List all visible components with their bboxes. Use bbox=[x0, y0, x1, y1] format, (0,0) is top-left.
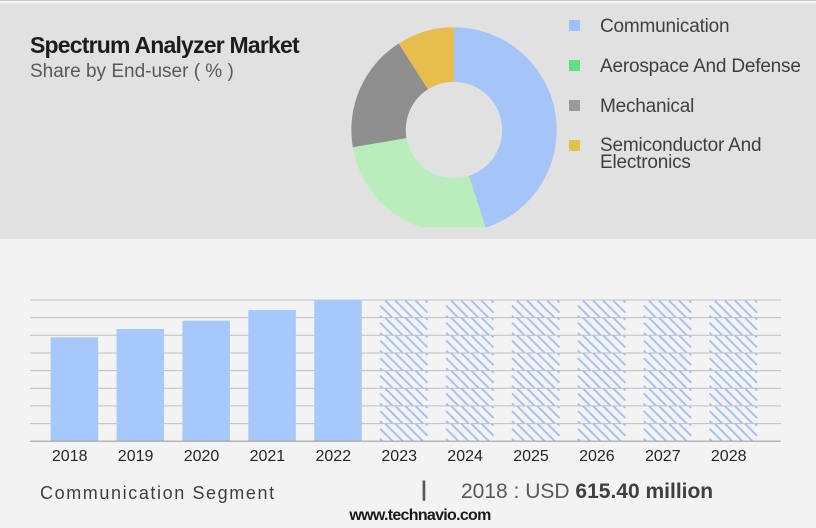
svg-text:2018: 2018 bbox=[52, 448, 88, 465]
svg-text:2022: 2022 bbox=[316, 448, 352, 465]
svg-text:2023: 2023 bbox=[381, 448, 417, 465]
svg-text:2028: 2028 bbox=[711, 448, 747, 465]
svg-text:2027: 2027 bbox=[645, 448, 681, 465]
svg-text:2019: 2019 bbox=[118, 448, 154, 465]
svg-text:2026: 2026 bbox=[579, 448, 615, 465]
svg-text:2020: 2020 bbox=[184, 448, 220, 465]
svg-text:2024: 2024 bbox=[447, 448, 483, 465]
svg-text:2021: 2021 bbox=[250, 448, 286, 465]
svg-text:2025: 2025 bbox=[513, 448, 549, 465]
